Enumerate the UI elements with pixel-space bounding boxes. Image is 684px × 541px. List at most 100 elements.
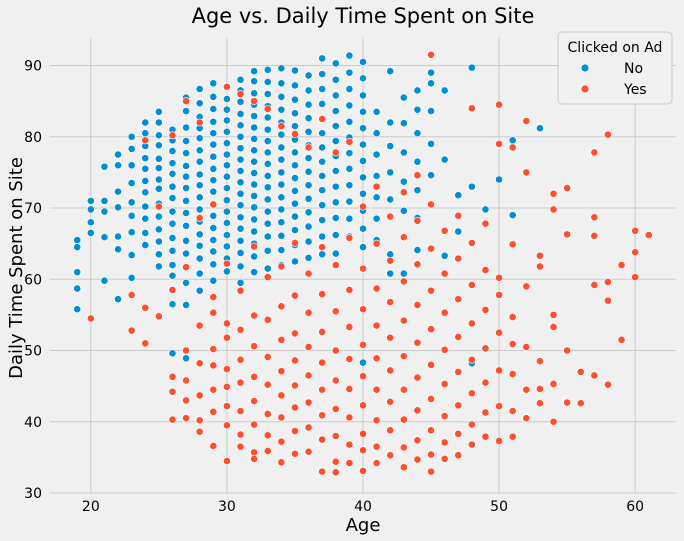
data-point-yes — [277, 122, 286, 130]
data-point-no — [73, 243, 82, 252]
data-point-yes — [223, 319, 231, 328]
data-point-yes — [209, 442, 218, 450]
data-point-no — [263, 137, 272, 145]
data-point-no — [291, 109, 299, 118]
chart-title: Age vs. Daily Time Spent on Site — [192, 4, 535, 28]
data-point-no — [86, 229, 95, 237]
data-point-yes — [86, 314, 95, 323]
data-point-yes — [399, 443, 408, 452]
data-point-no — [291, 186, 299, 195]
data-point-yes — [372, 321, 381, 330]
data-point-no — [386, 67, 395, 76]
data-point-no — [440, 155, 449, 164]
data-point-no — [223, 127, 231, 136]
data-point-yes — [263, 431, 272, 440]
data-point-yes — [604, 380, 612, 389]
data-point-yes — [277, 413, 286, 422]
data-point-no — [399, 93, 408, 102]
data-point-no — [331, 107, 340, 115]
data-point-yes — [399, 415, 408, 424]
data-point-no — [345, 117, 354, 126]
data-point-no — [345, 101, 354, 110]
data-point-yes — [331, 468, 340, 477]
legend-marker-no — [580, 63, 590, 73]
data-point-yes — [250, 242, 259, 251]
data-point-yes — [454, 429, 463, 438]
data-point-yes — [440, 454, 449, 463]
data-point-no — [236, 132, 245, 141]
x-tick-label: 30 — [218, 499, 236, 515]
data-point-yes — [291, 381, 299, 390]
data-point-no — [209, 140, 218, 149]
data-point-yes — [522, 117, 531, 125]
data-point-yes — [223, 365, 231, 373]
data-point-no — [195, 99, 204, 108]
y-tick-label: 80 — [24, 130, 42, 146]
data-point-no — [359, 107, 367, 116]
data-point-no — [86, 196, 95, 205]
data-point-yes — [440, 412, 449, 420]
data-point-yes — [631, 273, 640, 282]
data-point-no — [263, 232, 272, 241]
data-point-no — [141, 188, 150, 197]
data-point-yes — [372, 416, 381, 425]
data-point-yes — [250, 454, 259, 463]
data-point-no — [236, 224, 245, 233]
data-point-no — [318, 143, 327, 152]
data-point-no — [182, 300, 190, 309]
data-point-yes — [372, 459, 381, 467]
data-point-yes — [399, 233, 408, 242]
data-point-no — [182, 209, 190, 217]
data-point-yes — [454, 211, 463, 220]
data-point-yes — [427, 426, 435, 435]
data-point-no — [168, 219, 177, 228]
data-point-no — [209, 224, 218, 232]
data-point-yes — [427, 286, 435, 295]
data-point-no — [141, 241, 150, 249]
data-point-no — [263, 172, 272, 180]
data-point-no — [209, 152, 218, 161]
data-point-yes — [277, 458, 286, 467]
data-point-no — [399, 148, 408, 157]
data-point-yes — [345, 413, 354, 422]
data-point-yes — [631, 226, 640, 235]
data-point-yes — [495, 366, 503, 375]
data-point-yes — [345, 286, 354, 294]
data-point-yes — [263, 105, 272, 113]
data-point-no — [154, 250, 163, 259]
data-point-yes — [263, 273, 272, 282]
data-point-yes — [182, 376, 190, 385]
data-point-no — [209, 176, 218, 185]
data-point-yes — [413, 406, 422, 415]
data-point-yes — [359, 429, 367, 438]
data-point-yes — [427, 50, 435, 59]
data-point-no — [345, 149, 354, 158]
data-point-no — [223, 116, 231, 125]
data-point-no — [277, 231, 286, 240]
data-point-no — [182, 107, 190, 115]
data-point-no — [168, 147, 177, 155]
data-point-yes — [331, 457, 340, 466]
data-point-no — [440, 251, 449, 260]
data-point-yes — [399, 188, 408, 197]
data-point-yes — [195, 416, 204, 425]
data-point-no — [359, 124, 367, 133]
data-point-yes — [195, 118, 204, 127]
data-point-no — [100, 276, 109, 285]
data-point-yes — [359, 401, 367, 410]
data-point-yes — [427, 325, 435, 334]
data-point-no — [331, 249, 340, 258]
data-point-no — [304, 222, 313, 231]
data-point-no — [223, 196, 231, 205]
data-point-yes — [318, 467, 327, 476]
data-point-yes — [549, 189, 558, 198]
data-point-no — [141, 229, 150, 237]
data-point-yes — [427, 450, 435, 459]
y-tick-label: 50 — [24, 344, 42, 360]
data-point-no — [236, 278, 245, 287]
data-point-no — [413, 186, 422, 195]
data-point-yes — [345, 385, 354, 393]
data-point-yes — [331, 346, 340, 355]
data-point-yes — [304, 423, 313, 432]
data-point-no — [291, 148, 299, 157]
